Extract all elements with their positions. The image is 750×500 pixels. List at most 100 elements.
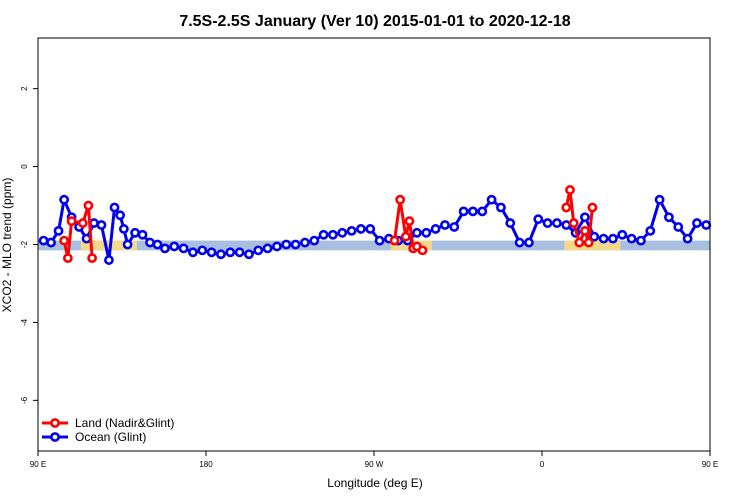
data-point [505, 218, 516, 228]
data-point [477, 206, 488, 217]
data-point [318, 229, 329, 240]
x-axis-label: Longitude (deg E) [327, 476, 422, 490]
data-point [83, 200, 94, 211]
legend-entry: Ocean (Glint) [42, 430, 146, 444]
data-point [412, 227, 422, 238]
data-point [38, 235, 49, 246]
data-point [87, 253, 98, 264]
data-point [682, 233, 693, 244]
data-point [109, 202, 120, 213]
data-point [253, 245, 264, 256]
data-point [636, 235, 646, 246]
data-point [300, 237, 310, 248]
data-point [673, 222, 684, 232]
data-point [59, 235, 70, 246]
data-point [89, 218, 99, 228]
data-point [692, 218, 702, 228]
y-tick-label: -6 [20, 396, 29, 404]
data-point [580, 212, 590, 223]
data-point [561, 220, 572, 230]
data-point [328, 229, 338, 240]
data-point [115, 210, 126, 221]
data-point [356, 224, 366, 234]
y-axis: 2 0 -2 -4 -6 [20, 86, 38, 404]
data-point [206, 247, 217, 258]
series-layer [38, 185, 712, 265]
data-point [395, 194, 406, 205]
data-point [104, 255, 114, 265]
data-point [664, 212, 674, 223]
data-point [404, 216, 415, 227]
legend-entry: Land (Nadir&Glint) [42, 416, 174, 430]
data-point [449, 222, 460, 232]
y-tick-label: -4 [20, 318, 29, 326]
data-point [542, 218, 553, 228]
data-point [145, 237, 155, 248]
data-point [118, 224, 129, 234]
data-point [580, 225, 590, 236]
ocean-band [38, 240, 710, 251]
data-point [374, 235, 385, 246]
data-point [169, 241, 180, 252]
legend-swatch-marker [50, 432, 60, 442]
data-point [574, 237, 585, 248]
data-point [188, 247, 198, 258]
data-point [262, 243, 273, 254]
legend-label: Ocean (Glint) [75, 430, 146, 444]
data-point [583, 237, 594, 248]
series-land [59, 185, 598, 264]
data-point [309, 235, 320, 246]
data-point [389, 235, 400, 246]
data-point [417, 245, 428, 256]
legend: Land (Nadir&Glint)Ocean (Glint) [42, 416, 174, 444]
data-point [421, 227, 432, 238]
data-point [272, 241, 282, 252]
data-point [53, 225, 64, 236]
data-point [197, 245, 208, 256]
y-axis-label: XCO2 - MLO trend (ppm) [0, 178, 14, 313]
data-point [337, 227, 348, 238]
data-point [281, 239, 292, 250]
data-point [160, 243, 170, 254]
legend-swatch-marker [50, 418, 60, 428]
data-point [533, 214, 544, 225]
data-point [152, 239, 163, 250]
legend-label: Land (Nadir&Glint) [75, 416, 174, 430]
data-point [244, 249, 254, 260]
data-point [468, 206, 478, 217]
data-point [96, 220, 107, 230]
data-point [598, 233, 609, 244]
data-point [701, 220, 712, 230]
x-axis: 90 E 180 90 W 0 90 E [30, 451, 718, 469]
y-tick-label: 2 [20, 86, 29, 91]
data-point [458, 206, 469, 217]
data-point [216, 249, 226, 260]
data-point [290, 239, 301, 250]
data-point [514, 237, 525, 248]
x-tick-label: 90 E [30, 460, 46, 469]
x-tick-label: 0 [540, 460, 545, 469]
data-point [430, 224, 441, 234]
data-point [66, 216, 77, 227]
data-point [565, 185, 575, 195]
data-point [486, 194, 497, 205]
data-point [46, 237, 56, 248]
data-point [645, 225, 656, 236]
reference-band [38, 240, 710, 251]
data-point [587, 202, 598, 213]
data-point [130, 227, 140, 238]
data-point [122, 239, 133, 250]
x-tick-label: 90 E [702, 460, 718, 469]
data-point [365, 224, 376, 234]
x-tick-label: 90 W [365, 460, 384, 469]
data-point [654, 194, 665, 205]
data-point [608, 233, 618, 244]
data-point [617, 229, 628, 240]
chart-title: 7.5S-2.5S January (Ver 10) 2015-01-01 to… [179, 13, 570, 30]
data-point [77, 218, 88, 228]
data-point [137, 229, 148, 240]
x-tick-label: 180 [199, 460, 213, 469]
data-point [62, 253, 73, 264]
data-point [626, 233, 637, 244]
